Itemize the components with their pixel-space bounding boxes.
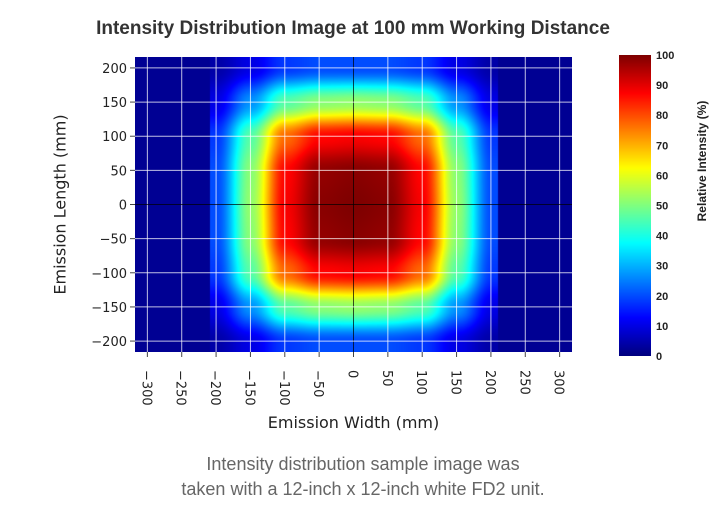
chart-title: Intensity Distribution Image at 100 mm W… [96,18,610,39]
colorbar-tick-label: 60 [656,170,668,182]
colorbar-tick-label: 10 [656,321,668,333]
x-tick-label: 50 [379,370,394,387]
caption-line-2: taken with a 12-inch x 12-inch white FD2… [181,479,545,499]
y-axis-label: Emission Length (mm) [50,114,70,295]
x-tick-label: −200 [207,370,222,406]
x-tick-label: 0 [345,370,360,378]
colorbar-tick-label: 40 [656,231,668,243]
colorbar-tick-label: 0 [656,351,662,363]
y-tick-label: 200 [102,62,127,77]
y-tick-label: −50 [100,233,127,248]
x-tick-label: 100 [413,370,428,395]
x-tick-label: 300 [551,370,566,395]
caption-line-1: Intensity distribution sample image was [206,454,520,474]
colorbar-tick-label: 80 [656,110,668,122]
colorbar-tick-label: 70 [656,140,668,152]
x-tick-label: 150 [448,370,463,395]
colorbar-tick-label: 20 [656,291,668,303]
colorbar-tick-label: 50 [656,201,668,213]
colorbar-tick-label: 100 [656,50,674,62]
x-tick-label: −250 [173,370,188,406]
y-tick-label: 150 [102,96,127,111]
y-tick-label: −100 [91,267,127,282]
x-tick-label: 250 [516,370,531,395]
x-tick-label: −50 [310,370,325,397]
x-tick-label: −150 [241,370,256,406]
y-tick-label: −150 [91,301,127,316]
colorbar-label: Relative Intensity (%) [695,100,709,222]
y-tick-label: 0 [119,199,127,214]
y-tick-label: 50 [110,164,127,179]
y-tick-label: 100 [102,130,127,145]
colorbar-tick-label: 30 [656,261,668,273]
y-tick-label: −200 [91,335,127,350]
colorbar [619,55,651,356]
colorbar-tick-label: 90 [656,80,668,92]
x-tick-label: 200 [482,370,497,395]
x-axis-label: Emission Width (mm) [267,413,440,432]
x-tick-label: −300 [138,370,153,406]
x-tick-label: −100 [276,370,291,406]
